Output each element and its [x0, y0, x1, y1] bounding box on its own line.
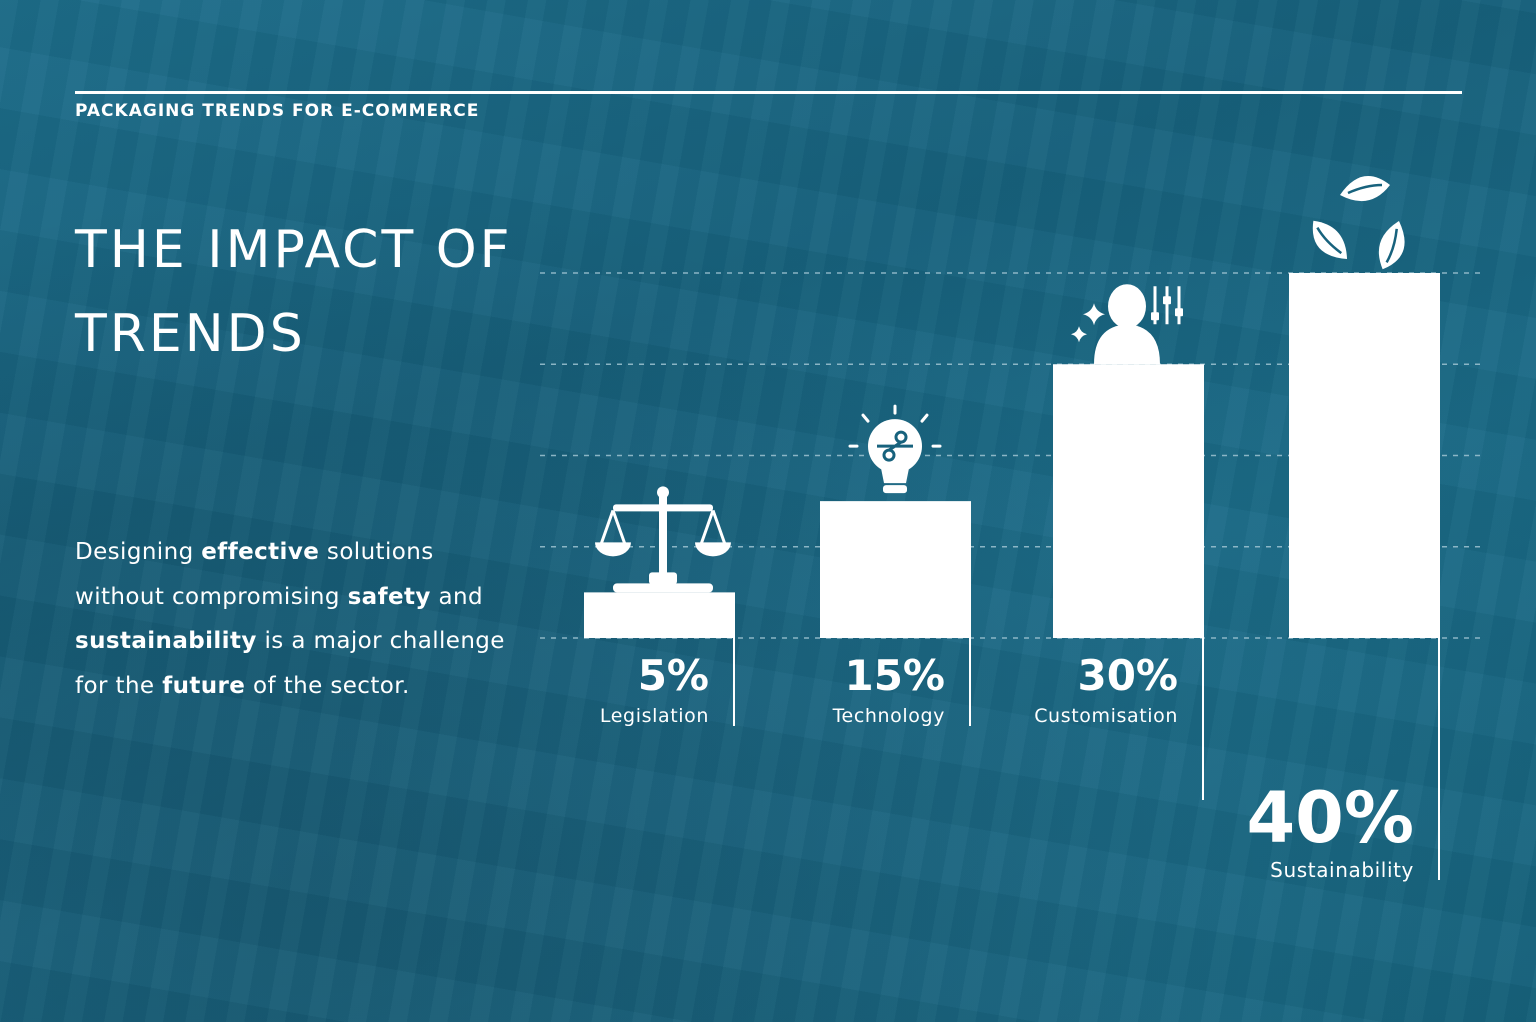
value-label: 30%	[1077, 651, 1178, 700]
bulb-ray	[861, 413, 870, 423]
sparkle	[1083, 303, 1105, 326]
leaf-shape	[1312, 220, 1348, 260]
bar	[1289, 273, 1440, 638]
title-line-2: TRENDS	[75, 304, 306, 364]
body-text-segment: solutions without compromising	[75, 539, 434, 610]
value-label: 40%	[1246, 777, 1414, 859]
emphasis-word: future	[162, 672, 246, 699]
body-text-segment: of the sector.	[245, 672, 410, 699]
bar	[1053, 364, 1204, 638]
bulb-circuit	[877, 440, 913, 452]
leaf-vein	[1385, 228, 1398, 263]
body-text-segment: Designing	[75, 539, 202, 565]
person-head	[1108, 284, 1146, 329]
bar	[820, 501, 971, 638]
scales-pole	[659, 492, 667, 575]
leaf-shape	[1340, 176, 1390, 202]
person-settings-icon	[1071, 284, 1183, 365]
scales-right-strings	[699, 509, 727, 545]
description-paragraph: Designing effective solutions without co…	[75, 530, 525, 708]
emphasis-word: sustainability	[75, 628, 257, 654]
emphasis-word: effective	[201, 539, 320, 565]
category-label: Sustainability	[1270, 858, 1414, 882]
bulb-cap	[883, 485, 907, 494]
title-line-1: THE IMPACT OF	[75, 220, 513, 280]
scales-base	[613, 583, 713, 593]
bulb-neck	[881, 468, 909, 484]
slider-track	[1165, 286, 1169, 325]
bar-group-customisation: 30% Customisation	[1034, 364, 1204, 800]
value-label: 15%	[844, 651, 945, 700]
scales-knob	[657, 486, 669, 499]
body-text-segment: and	[430, 583, 483, 610]
value-label: 5%	[638, 651, 709, 700]
bar-group-technology: 15% Technology	[820, 501, 971, 727]
leaf-vein	[1316, 227, 1343, 255]
top-rule	[75, 91, 1462, 94]
bar-group-sustainability: 40%Sustainability	[1246, 273, 1440, 882]
recycle-leaf-icon	[1312, 176, 1405, 270]
bulb-ray	[920, 413, 929, 423]
category-label: Customisation	[1034, 705, 1178, 727]
category-label: Legislation	[600, 705, 709, 727]
sparkle	[1071, 326, 1087, 343]
category-label: Technology	[832, 705, 945, 727]
scales-beam	[613, 504, 713, 512]
slider-knob	[1163, 296, 1171, 305]
body-text-segment: is a major challenge for the	[75, 628, 505, 699]
slider-knob	[1151, 312, 1159, 321]
emphasis-word: safety	[347, 583, 431, 610]
slider-knob	[1175, 308, 1183, 317]
scales-right-pan	[695, 542, 731, 557]
bar-group-legislation: 5% Legislation	[584, 592, 735, 727]
eyebrow-label: PACKAGING TRENDS FOR E-COMMERCE	[75, 101, 480, 121]
leaf-shape	[1378, 220, 1405, 270]
lightbulb-icon	[848, 404, 942, 494]
leaf-vein	[1347, 183, 1383, 195]
recycle-leaf	[1340, 176, 1390, 202]
slider-track	[1177, 286, 1181, 325]
recycle-leaf	[1378, 220, 1405, 270]
scales-left-pan	[595, 542, 631, 557]
page-title: THE IMPACT OF TRENDS	[75, 208, 555, 376]
recycle-leaf	[1312, 220, 1348, 260]
slider-track	[1153, 286, 1157, 325]
scales-left-strings	[599, 509, 627, 545]
scales-icon	[595, 486, 731, 593]
bar	[584, 592, 735, 638]
person-body	[1094, 324, 1160, 365]
scales-foot	[649, 572, 677, 585]
